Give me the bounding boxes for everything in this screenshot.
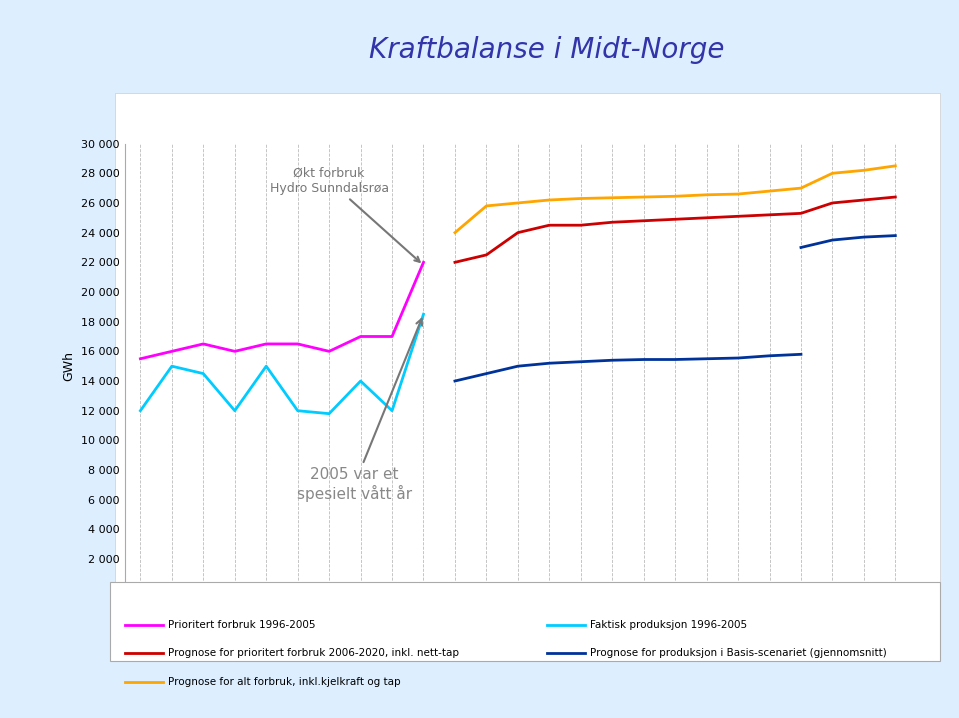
Text: Prioritert forbruk 1996-2005: Prioritert forbruk 1996-2005 bbox=[168, 620, 316, 630]
X-axis label: År: År bbox=[510, 628, 526, 642]
Text: Økt forbruk
Hydro Sunndalsrøa: Økt forbruk Hydro Sunndalsrøa bbox=[269, 167, 420, 262]
Text: Prognose for alt forbruk, inkl.kjelkraft og tap: Prognose for alt forbruk, inkl.kjelkraft… bbox=[168, 677, 401, 687]
Text: Kraftbalanse i Midt-Norge: Kraftbalanse i Midt-Norge bbox=[369, 37, 724, 64]
Text: 2005 var et
spesielt vått år: 2005 var et spesielt vått år bbox=[296, 319, 422, 503]
Text: Prognose for produksjon i Basis-scenariet (gjennomsnitt): Prognose for produksjon i Basis-scenarie… bbox=[590, 648, 886, 658]
Text: Faktisk produksjon 1996-2005: Faktisk produksjon 1996-2005 bbox=[590, 620, 747, 630]
Text: Prognose for prioritert forbruk 2006-2020, inkl. nett-tap: Prognose for prioritert forbruk 2006-202… bbox=[168, 648, 458, 658]
Y-axis label: GWh: GWh bbox=[62, 351, 76, 381]
